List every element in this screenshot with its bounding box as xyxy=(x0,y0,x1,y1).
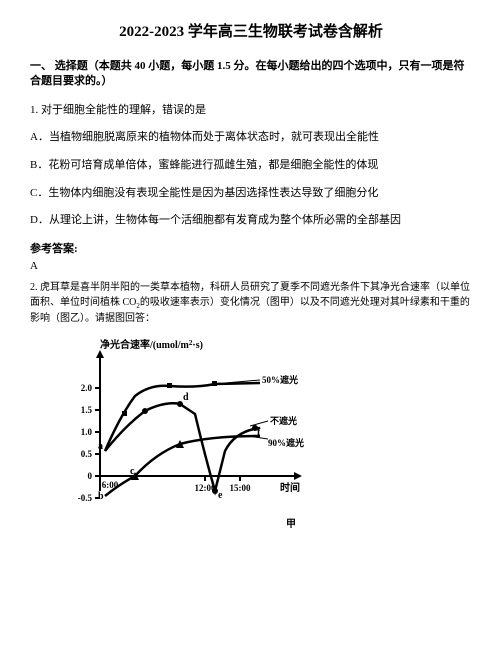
ylabel-prefix: 净光合速率/(umol/m xyxy=(100,338,190,351)
marker-50-2 xyxy=(167,383,172,388)
x-axis-arrow xyxy=(294,472,302,480)
page-title: 2022-2023 学年高三生物联考试卷含解析 xyxy=(30,20,472,41)
q1-option-d: D．从理论上讲，生物体每一个活细胞都有发育成为整个体所必需的全部基因 xyxy=(30,212,472,230)
y-axis-arrow xyxy=(96,350,104,358)
x-axis-label: 时间 xyxy=(280,481,300,494)
legend-50: 50%遮光 xyxy=(262,374,298,385)
q1-option-b: B．花粉可培育成单倍体，蜜蜂能进行孤雌生殖，都是细胞全能性的体现 xyxy=(30,157,472,175)
q1-stem: 1. 对于细胞全能性的理解，错误的是 xyxy=(30,102,472,120)
q1-stem-text: 1. 对于细胞全能性的理解，错误的是 xyxy=(30,104,206,116)
legend-90: 90%遮光 xyxy=(268,437,304,448)
chart-caption-text: 甲 xyxy=(286,519,296,530)
label-c: c xyxy=(130,466,135,477)
marker-50-1 xyxy=(122,411,127,416)
answer-label-text: 参考答案: xyxy=(30,243,78,255)
label-e: e xyxy=(218,490,223,501)
ytick-label-20: 2.0 xyxy=(81,383,93,393)
ylabel-suffix: ·s) xyxy=(192,340,203,351)
q1-optB-text: B．花粉可培育成单倍体，蜜蜂能进行孤雌生殖，都是细胞全能性的体现 xyxy=(30,159,378,171)
section-1-text: 一、 选择题（本题共 40 小题，每小题 1.5 分。在每小题给出的四个选项中，… xyxy=(30,60,465,87)
marker-0-1 xyxy=(142,408,148,414)
answer-value: A xyxy=(30,260,472,272)
label-f: f xyxy=(257,427,261,438)
section-1-header: 一、 选择题（本题共 40 小题，每小题 1.5 分。在每小题给出的四个选项中，… xyxy=(30,59,472,90)
y-axis-label: 净光合速率/(umol/m2·s) xyxy=(100,338,203,351)
ytick-label-15: 1.5 xyxy=(81,405,93,415)
label-b: b xyxy=(98,491,104,502)
legend-0: 不遮光 xyxy=(270,415,297,426)
ytick-label-neg05: -0.5 xyxy=(78,493,93,503)
ytick-label-05: 0.5 xyxy=(81,449,93,459)
ytick-label-0: 0 xyxy=(88,471,93,481)
chart-container: 净光合速率/(umol/m2·s) -0.5 0 0.5 1.0 1.5 2.0… xyxy=(50,336,472,530)
q1-option-c: C．生物体内细胞没有表现全能性是因为基因选择性表达导致了细胞分化 xyxy=(30,185,472,203)
marker-50-3 xyxy=(212,381,217,386)
q2-stem: 2. 虎耳草是喜半阴半阳的一类草本植物，科研人员研究了夏季不同遮光条件下其净光合… xyxy=(30,280,472,327)
legend-line-0 xyxy=(250,421,268,426)
label-d: d xyxy=(183,392,189,403)
q1-option-a: A．当植物细胞脱离原来的植物体而处于离体状态时，就可表现出全能性 xyxy=(30,129,472,147)
chart-caption: 甲 xyxy=(110,515,472,530)
chart-svg: 净光合速率/(umol/m2·s) -0.5 0 0.5 1.0 1.5 2.0… xyxy=(50,336,330,506)
xtick-1500: 15:00 xyxy=(230,483,251,493)
answer-value-text: A xyxy=(30,260,38,272)
q1-optC-text: C．生物体内细胞没有表现全能性是因为基因选择性表达导致了细胞分化 xyxy=(30,187,378,199)
label-a: a xyxy=(98,441,103,452)
ytick-label-10: 1.0 xyxy=(81,427,93,437)
title-text: 2022-2023 学年高三生物联考试卷含解析 xyxy=(119,24,383,40)
q1-optA-text: A．当植物细胞脱离原来的植物体而处于离体状态时，就可表现出全能性 xyxy=(30,131,379,143)
q1-optD-text: D．从理论上讲，生物体每一个活细胞都有发育成为整个体所必需的全部基因 xyxy=(30,214,401,226)
answer-label: 参考答案: xyxy=(30,240,472,256)
